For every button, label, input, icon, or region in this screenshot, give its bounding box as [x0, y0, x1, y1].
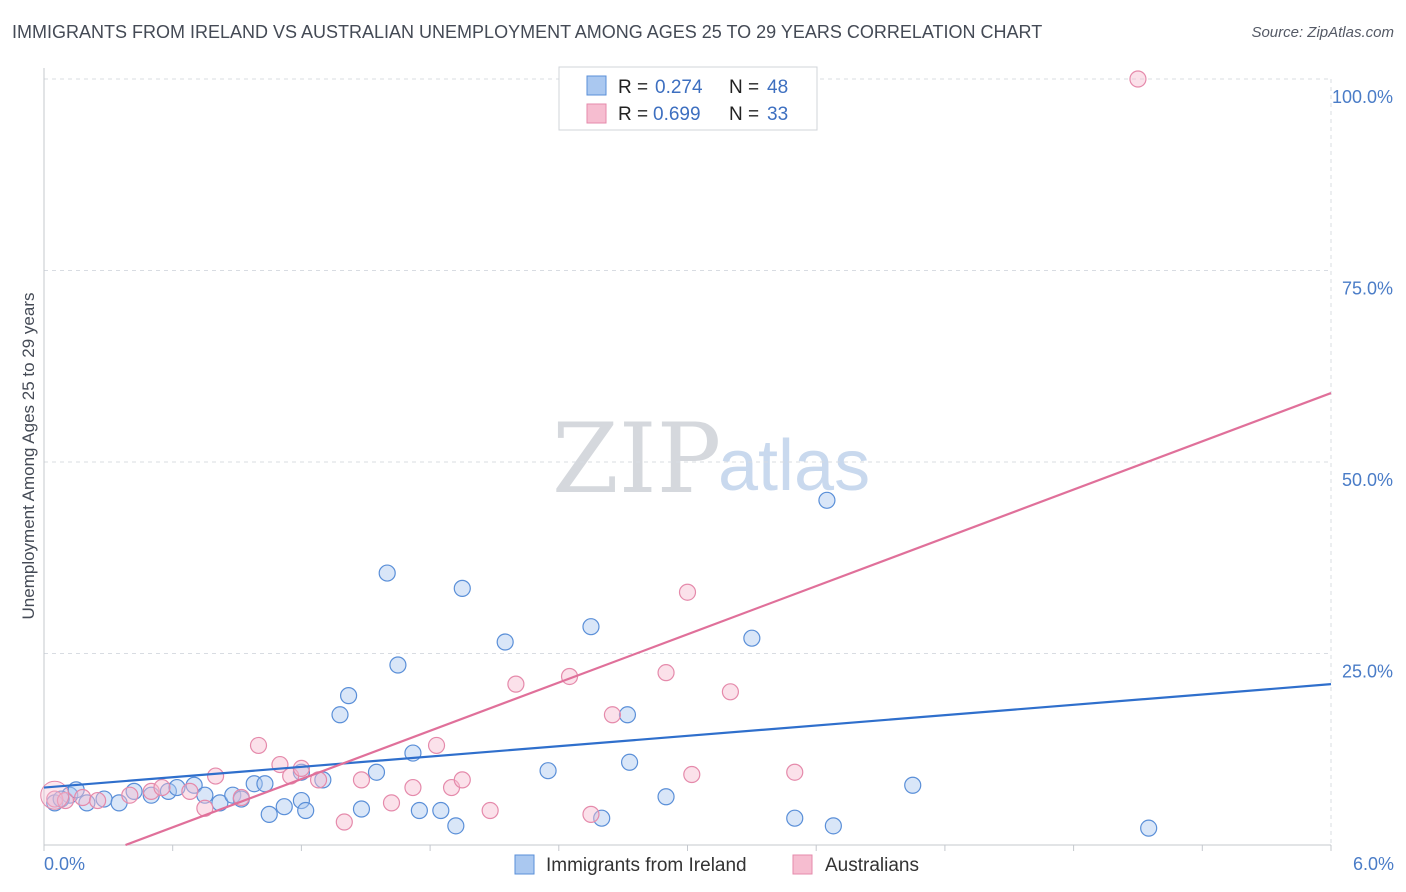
point-ireland-11	[211, 794, 229, 812]
point-ireland-41	[786, 809, 804, 827]
gridlines	[44, 78, 1332, 845]
point-australians-24	[507, 675, 525, 693]
point-australians-4	[121, 786, 139, 804]
point-ireland-35	[582, 618, 600, 636]
chart-source: Source: ZipAtlas.com	[1251, 24, 1394, 41]
point-australians-11	[249, 736, 268, 755]
point-ireland-22	[331, 706, 349, 724]
point-australians-3	[89, 791, 107, 810]
point-australians-2	[74, 788, 92, 807]
point-ireland-25	[367, 763, 386, 781]
point-ireland-32	[453, 579, 471, 597]
point-australians-20	[427, 736, 446, 755]
legend-n-label-ireland: N =	[729, 77, 759, 98]
point-australians-19	[404, 778, 422, 797]
point-ireland-19	[297, 801, 315, 820]
trend-line-ireland	[43, 683, 1332, 789]
point-australians-29	[678, 583, 697, 601]
y-tick-label-2: 75.0%	[1342, 279, 1393, 299]
point-australians-28	[657, 664, 675, 682]
point-ireland-44	[904, 776, 922, 794]
point-australians-33	[1129, 70, 1147, 88]
point-ireland-18	[292, 791, 310, 810]
point-ireland-26	[378, 564, 396, 582]
legend-swatch-ireland	[586, 75, 607, 96]
trend-lines	[43, 392, 1332, 847]
point-ireland-27	[389, 656, 407, 674]
point-australians-22	[453, 771, 471, 789]
point-ireland-16	[260, 805, 278, 823]
point-australians-6	[153, 778, 171, 797]
point-ireland-36	[593, 809, 611, 827]
bottom-legend-swatch-ireland	[514, 854, 535, 875]
watermark-zip: ZIP	[552, 403, 721, 515]
y-tick-label-1: 50.0%	[1342, 470, 1393, 490]
point-ireland-45	[1140, 819, 1158, 837]
tick-labels: 25.0% 50.0% 75.0% 100.0% 0.0% 6.0%	[44, 87, 1394, 874]
legend-r-label-australians: R =	[618, 104, 648, 125]
x-tick-label-0: 0.0%	[44, 854, 85, 874]
stats-legend: R = 0.274 N = 48 R = 0.699 N = 33	[558, 66, 818, 131]
point-ireland-30	[432, 801, 450, 820]
point-australians-26	[582, 805, 600, 823]
point-australians-31	[721, 683, 740, 701]
point-ireland-43	[824, 817, 842, 835]
point-ireland-33	[496, 633, 514, 651]
point-ireland-31	[447, 817, 465, 835]
trend-line-australians	[125, 392, 1332, 847]
point-ireland-15	[256, 775, 274, 793]
point-australians-5	[142, 782, 160, 800]
legend-swatch-australians	[586, 103, 607, 124]
data-points	[40, 70, 1158, 837]
point-australians-27	[603, 706, 622, 724]
point-ireland-38	[620, 753, 639, 771]
x-tick-label-1: 6.0%	[1353, 854, 1394, 874]
point-australians-0	[46, 790, 64, 808]
point-australians-1	[56, 791, 75, 810]
point-australians-32	[786, 763, 804, 781]
point-australians-17	[352, 771, 371, 789]
point-australians-30	[683, 765, 701, 784]
bottom-legend-swatch-australians	[792, 854, 813, 875]
y-axis-label: Unemployment Among Ages 25 to 29 years	[19, 293, 38, 620]
series-legend: Immigrants from Ireland Australians	[514, 854, 919, 876]
legend-r-value-australians: 0.699	[653, 104, 701, 125]
point-ireland-23	[339, 687, 358, 705]
point-ireland-34	[539, 762, 557, 780]
y-tick-label-0: 25.0%	[1342, 662, 1393, 682]
legend-n-value-australians: 33	[767, 104, 788, 125]
legend-n-value-ireland: 48	[767, 77, 788, 98]
point-ireland-29	[410, 801, 428, 820]
watermark-atlas: atlas	[718, 426, 870, 506]
bottom-legend-label-ireland: Immigrants from Ireland	[546, 855, 747, 876]
point-ireland-37	[618, 706, 637, 724]
point-ireland-40	[743, 629, 761, 647]
point-australians-7	[181, 782, 199, 800]
point-australians-9	[207, 767, 225, 785]
axes	[43, 68, 1332, 851]
point-australians-18	[382, 794, 401, 812]
legend-r-label-ireland: R =	[618, 77, 648, 98]
point-australians-23	[481, 801, 499, 820]
point-ireland-39	[657, 788, 675, 806]
legend-r-value-ireland: 0.274	[655, 77, 703, 98]
legend-n-label-australians: N =	[729, 104, 759, 125]
point-australians-16	[335, 813, 353, 831]
point-ireland-42	[818, 491, 836, 509]
y-tick-label-3: 100.0%	[1332, 87, 1393, 107]
point-ireland-8	[168, 778, 186, 797]
bottom-legend-label-australians: Australians	[825, 855, 919, 876]
point-ireland-17	[275, 798, 293, 816]
point-ireland-24	[352, 800, 371, 818]
chart-title: IMMIGRANTS FROM IRELAND VS AUSTRALIAN UN…	[12, 22, 1043, 42]
